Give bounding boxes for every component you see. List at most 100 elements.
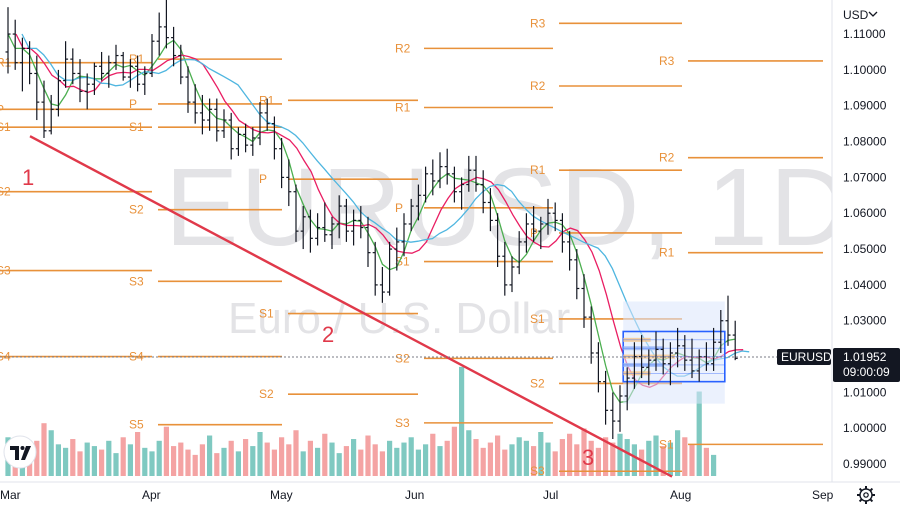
volume-bar xyxy=(358,449,364,476)
volume-bar xyxy=(394,447,400,476)
volume-bar xyxy=(48,430,54,476)
volume-bar xyxy=(243,439,249,476)
last-price-symbol: EURUSD xyxy=(781,350,832,364)
volume-bar xyxy=(207,435,213,476)
volume-bar xyxy=(437,446,443,476)
pivot-label: S1 xyxy=(395,255,410,269)
volume-bar xyxy=(523,440,529,476)
volume-bar xyxy=(502,449,508,476)
symbol-watermark: EURUSD, 1D Euro / U.S. Dollar xyxy=(165,146,849,343)
volume-bar xyxy=(149,451,155,476)
price-axis-bg xyxy=(832,0,900,510)
volume-bar xyxy=(315,447,321,476)
volume-bar xyxy=(300,451,306,476)
volume-bar xyxy=(336,453,342,476)
volume-bar xyxy=(228,440,234,476)
price-tick-label: 1.08000 xyxy=(843,135,887,149)
volume-bar xyxy=(415,449,421,476)
volume-bar xyxy=(63,447,69,476)
volume-bar xyxy=(113,453,119,476)
price-tick-label: 1.06000 xyxy=(843,206,887,220)
volume-bar xyxy=(307,440,313,476)
pivot-label: S5 xyxy=(129,418,144,432)
volume-bar xyxy=(351,439,357,476)
volume-bar xyxy=(696,391,702,476)
volume-bar xyxy=(70,439,76,476)
time-tick-label: Mar xyxy=(0,488,21,502)
volume-bar xyxy=(660,446,666,476)
volume-bar xyxy=(610,442,616,476)
price-tick-label: 1.09000 xyxy=(843,99,887,113)
trendline xyxy=(29,135,673,478)
gear-icon[interactable] xyxy=(857,486,875,504)
volume-bar xyxy=(264,442,270,476)
time-axis[interactable]: Mar Apr May Jun Jul Aug Sep xyxy=(0,488,834,502)
volume-bar xyxy=(617,433,623,476)
volume-bar xyxy=(646,440,652,476)
price-tick-label: 1.04000 xyxy=(843,278,887,292)
volume-bar xyxy=(379,451,385,476)
volume-bar xyxy=(545,442,551,476)
volume-bar xyxy=(142,447,148,476)
ohlc-bars xyxy=(5,0,738,439)
pivot-label: R2 xyxy=(659,151,675,165)
volume-bar xyxy=(171,446,177,476)
volume-bar xyxy=(689,444,695,476)
wave-label: 1 xyxy=(22,165,34,190)
pivot-label: S2 xyxy=(530,376,545,390)
pivot-label: S2 xyxy=(259,387,274,401)
volume-bar xyxy=(451,426,457,476)
chevron-down-icon[interactable] xyxy=(868,11,878,17)
tradingview-logo[interactable] xyxy=(3,435,37,469)
pivot-label: S3 xyxy=(395,416,410,430)
volume-bar xyxy=(343,446,349,476)
trendline-group xyxy=(29,135,673,478)
last-price-tag: EURUSD 1.01952 09:00:09 xyxy=(777,348,900,382)
pivot-label: R3 xyxy=(659,54,675,68)
volume-bar xyxy=(487,442,493,476)
volume-bar xyxy=(531,446,537,476)
volume-bar xyxy=(156,440,162,476)
volume-bar xyxy=(27,454,33,476)
wave-label: 2 xyxy=(322,322,334,347)
pivot-label: S1 xyxy=(530,312,545,326)
pivot-label: S3 xyxy=(129,274,144,288)
volume-bar xyxy=(271,449,277,476)
pivot-label: S1 xyxy=(659,437,674,451)
volume-bar xyxy=(387,440,393,476)
volume-bar xyxy=(480,447,486,476)
price-tick-label: 1.03000 xyxy=(843,314,887,328)
volume-bar xyxy=(250,446,256,476)
volume-bar xyxy=(516,437,522,476)
wave-labels: 1 2 3 xyxy=(22,165,594,470)
price-tick-label: 1.00000 xyxy=(843,421,887,435)
volume-bar xyxy=(703,447,709,476)
volume-bar xyxy=(120,437,126,476)
volume-bar xyxy=(581,428,587,476)
time-tick-label: Jun xyxy=(405,488,424,502)
price-tick-label: 1.11000 xyxy=(843,27,886,41)
time-tick-label: Aug xyxy=(670,488,691,502)
volume-bar xyxy=(574,444,580,476)
volume-bar xyxy=(624,439,630,476)
time-tick-label: Apr xyxy=(142,488,161,502)
volume-bar xyxy=(77,451,83,476)
volume-bar xyxy=(408,437,414,476)
volume-bar xyxy=(55,444,61,476)
volume-bar xyxy=(99,449,105,476)
volume-bar xyxy=(192,454,198,476)
volume-bar xyxy=(567,433,573,476)
volume-bar xyxy=(538,432,544,476)
pivot-label: R1 xyxy=(129,52,145,66)
currency-label: USD xyxy=(843,8,869,22)
time-tick-label: Jul xyxy=(543,488,558,502)
volume-bar xyxy=(653,435,659,476)
volume-bar xyxy=(595,447,601,476)
range-box-fill xyxy=(623,301,725,404)
volume-bar xyxy=(466,430,472,476)
volume-bar xyxy=(423,444,429,476)
volume-bar xyxy=(34,440,40,476)
pivot-label: S2 xyxy=(129,203,144,217)
